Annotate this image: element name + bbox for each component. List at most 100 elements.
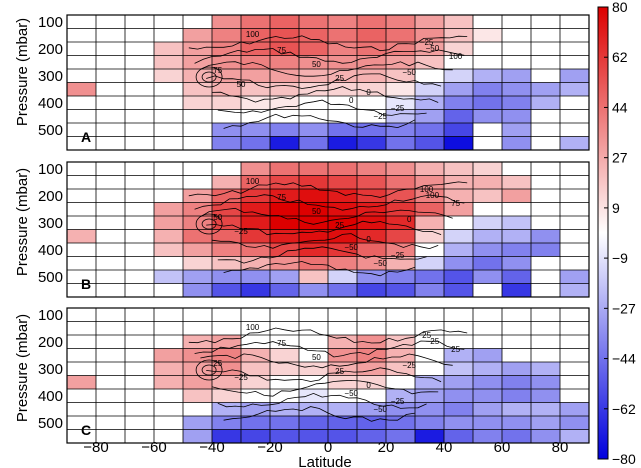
heatmap-cell	[299, 136, 328, 150]
heatmap-cell	[560, 270, 589, 284]
heatmap-cell	[415, 96, 444, 110]
contour-label: 0	[366, 235, 371, 244]
heatmap-cell	[154, 270, 183, 284]
panel-label: B	[81, 276, 91, 292]
heatmap-cell	[183, 429, 212, 443]
contour-label: −50	[373, 259, 387, 268]
heatmap-cell	[212, 402, 241, 416]
y-tick-label: 300	[38, 68, 63, 85]
contour-label: 25	[335, 367, 344, 376]
heatmap-cell	[212, 243, 241, 257]
contour-label: 25	[335, 221, 344, 230]
panel-frame	[66, 307, 590, 444]
contour-lines	[188, 181, 468, 277]
heatmap-cell	[154, 348, 183, 362]
heatmap-cell	[67, 375, 96, 389]
contour-label: −50	[344, 243, 358, 252]
contour-label: 75	[213, 66, 222, 75]
heatmap-cell	[415, 375, 444, 389]
panel-frame	[66, 161, 590, 298]
heatmap-cell	[357, 348, 386, 362]
heatmap-cell	[444, 229, 473, 243]
heatmap-cell	[270, 429, 299, 443]
heatmap-cell	[444, 270, 473, 284]
contour-label: 50	[312, 207, 321, 216]
heatmap-cell	[415, 189, 444, 203]
heatmap-cell	[415, 162, 444, 176]
contour-loop	[201, 218, 217, 230]
y-axis-label-b: Pressure (mbar)	[14, 168, 31, 276]
heatmap-cell	[212, 123, 241, 137]
heatmap-cell	[473, 69, 502, 83]
colorbar-tick-label: 44	[612, 99, 628, 115]
heatmap-cell	[386, 82, 415, 96]
heatmap-cell	[415, 429, 444, 443]
heatmap-cell	[212, 175, 241, 189]
contour-loop	[201, 364, 217, 376]
heatmap-cell	[183, 362, 212, 376]
heatmap-cell	[212, 229, 241, 243]
heatmap-cell	[502, 216, 531, 230]
heatmap-cell	[502, 429, 531, 443]
heatmap-cell	[386, 335, 415, 349]
heatmap-cell	[386, 389, 415, 403]
heatmap-cell	[328, 429, 357, 443]
heatmap-cell	[241, 416, 270, 430]
heatmap-cell	[444, 69, 473, 83]
heatmap-cell	[328, 189, 357, 203]
heatmap-cell	[502, 270, 531, 284]
x-tick-label: −80	[83, 439, 108, 456]
heatmap-cell	[183, 335, 212, 349]
contour-label: −50	[344, 389, 358, 398]
heatmap-cell	[299, 389, 328, 403]
heatmap-cell	[270, 28, 299, 42]
heatmap-cell	[386, 202, 415, 216]
heatmap-cell	[502, 256, 531, 270]
heatmap-cell	[415, 175, 444, 189]
heatmap-cell	[270, 416, 299, 430]
heatmap-cell	[444, 375, 473, 389]
y-axis-label-c: Pressure (mbar)	[14, 314, 31, 422]
heatmap-cell	[502, 243, 531, 257]
heatmap-cell	[154, 69, 183, 83]
contour-label: 0	[349, 96, 354, 105]
heatmap-cell	[444, 109, 473, 123]
heatmap-cell	[502, 175, 531, 189]
contour-label: 50	[213, 213, 222, 222]
heatmap-cell	[473, 162, 502, 176]
heatmap-cell	[473, 416, 502, 430]
heatmap-cell	[473, 96, 502, 110]
heatmap-cell	[502, 189, 531, 203]
heatmap-cell	[386, 229, 415, 243]
heatmap-cell	[241, 42, 270, 56]
panel-label: A	[81, 129, 91, 145]
heatmap-cell	[299, 123, 328, 137]
heatmap-cell	[154, 216, 183, 230]
contour-label: −25	[426, 337, 440, 346]
heatmap-cell	[415, 136, 444, 150]
colorbar-tick-label: −80	[612, 451, 636, 467]
y-tick-label: 400	[38, 388, 63, 405]
heatmap-cell	[154, 42, 183, 56]
heatmap-cell	[183, 283, 212, 297]
heatmap-cell	[502, 362, 531, 376]
heatmap-cell	[241, 429, 270, 443]
heatmap-cell	[531, 402, 560, 416]
heatmap-cell	[299, 55, 328, 69]
heatmap-cell	[299, 243, 328, 257]
heatmap-cell	[241, 243, 270, 257]
heatmap-cell	[270, 202, 299, 216]
x-tick-label: −40	[199, 439, 224, 456]
heatmap-cell	[386, 136, 415, 150]
heatmap-cell	[299, 229, 328, 243]
heatmap-cell	[386, 362, 415, 376]
heatmap-cell	[183, 389, 212, 403]
heatmap-cell	[386, 348, 415, 362]
contour-label: 50	[237, 80, 246, 89]
heatmap-cell	[531, 389, 560, 403]
contour-label: 100	[246, 323, 260, 332]
heatmap-cell	[473, 362, 502, 376]
heatmap-cell	[212, 429, 241, 443]
contour-line	[194, 194, 465, 211]
